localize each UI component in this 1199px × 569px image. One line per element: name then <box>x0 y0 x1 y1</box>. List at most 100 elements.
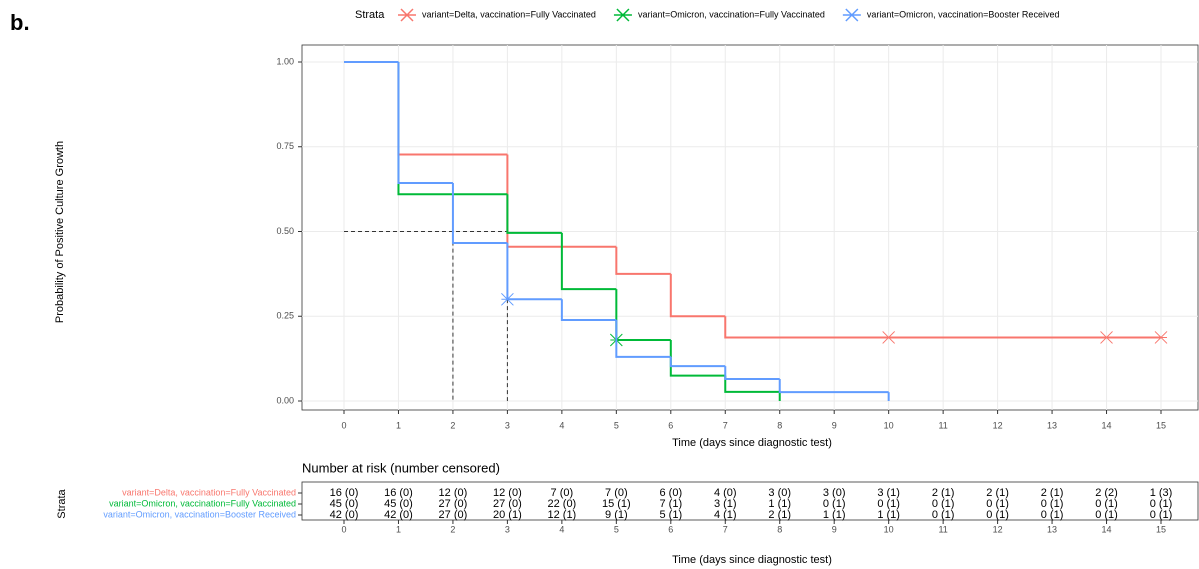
y-tick-label: 0.25 <box>276 311 294 321</box>
x-tick-label: 12 <box>993 420 1003 430</box>
x-tick-label: 6 <box>668 420 673 430</box>
table-x-tick-label: 10 <box>884 524 894 534</box>
risk-cell: 7 (0) <box>551 487 574 499</box>
risk-cell: 1 (1) <box>768 498 791 510</box>
step-segment <box>506 243 562 301</box>
risk-cell: 0 (1) <box>823 498 846 510</box>
risk-table-ylabel: Strata <box>56 488 68 518</box>
table-x-tick-label: 3 <box>505 524 510 534</box>
risk-table-xlabel: Time (days since diagnostic test) <box>672 554 832 566</box>
table-x-tick-label: 7 <box>723 524 728 534</box>
risk-cell: 42 (0) <box>384 509 413 521</box>
step-segment <box>615 246 671 275</box>
risk-cell: 0 (1) <box>877 498 900 510</box>
y-tick-label: 0.50 <box>276 226 294 236</box>
x-tick-label: 10 <box>884 420 894 430</box>
risk-cell: 1 (1) <box>877 509 900 521</box>
censor-mark <box>501 292 514 306</box>
step-segment <box>669 356 726 368</box>
risk-cell: 3 (1) <box>714 498 737 510</box>
risk-cell: 45 (0) <box>330 498 359 510</box>
risk-cell: 2 (1) <box>932 487 955 499</box>
legend-key <box>398 8 416 22</box>
step-segment <box>560 232 617 291</box>
risk-cell: 15 (1) <box>602 498 631 510</box>
risk-cell: 7 (0) <box>605 487 628 499</box>
risk-cell: 9 (1) <box>605 509 628 521</box>
x-tick-label: 4 <box>559 420 564 430</box>
risk-cell: 2 (1) <box>1041 487 1064 499</box>
table-x-tick-label: 2 <box>450 524 455 534</box>
table-x-tick-label: 12 <box>993 524 1003 534</box>
risk-cell: 16 (0) <box>330 487 359 499</box>
x-tick-label: 1 <box>396 420 401 430</box>
table-x-tick-label: 15 <box>1156 524 1166 534</box>
risk-cell: 3 (0) <box>768 487 791 499</box>
y-tick-label: 0.75 <box>276 141 294 151</box>
censor-mark <box>882 331 896 344</box>
risk-cell: 0 (1) <box>932 498 955 510</box>
x-tick-label: 7 <box>723 420 728 430</box>
risk-cell: 0 (1) <box>932 509 955 521</box>
table-row-label: variant=Delta, vaccination=Fully Vaccina… <box>122 487 296 497</box>
risk-cell: 12 (0) <box>493 487 522 499</box>
step-segment <box>451 183 508 245</box>
risk-cell: 0 (1) <box>986 498 1009 510</box>
risk-cell: 2 (1) <box>986 487 1009 499</box>
risk-cell: 1 (1) <box>823 509 846 521</box>
risk-cell: 1 (3) <box>1150 487 1173 499</box>
risk-cell: 3 (0) <box>823 487 846 499</box>
table-row-label: variant=Omicron, vaccination=Booster Rec… <box>103 509 296 519</box>
legend-label: variant=Omicron, vaccination=Booster Rec… <box>867 9 1060 19</box>
risk-cell: 4 (1) <box>714 509 737 521</box>
risk-cell: 0 (1) <box>1041 498 1064 510</box>
risk-cell: 0 (1) <box>1150 509 1173 521</box>
risk-cell: 6 (0) <box>659 487 682 499</box>
step-segment <box>506 194 562 234</box>
table-x-tick-label: 6 <box>668 524 673 534</box>
risk-cell: 27 (0) <box>439 498 468 510</box>
risk-cell: 27 (0) <box>493 498 522 510</box>
table-x-tick-label: 4 <box>559 524 564 534</box>
y-axis-label: Probability of Positive Culture Growth <box>54 141 66 323</box>
legend-title: Strata <box>355 9 385 21</box>
step-segment <box>615 289 671 341</box>
x-tick-label: 14 <box>1102 420 1112 430</box>
step-segment <box>724 316 1161 339</box>
risk-cell: 12 (0) <box>439 487 468 499</box>
risk-cell: 0 (1) <box>1150 498 1173 510</box>
panel-label: b. <box>10 10 30 35</box>
x-tick-label: 5 <box>614 420 619 430</box>
x-tick-label: 2 <box>450 420 455 430</box>
legend-label: variant=Delta, vaccination=Fully Vaccina… <box>422 9 596 19</box>
risk-table-title: Number at risk (number censored) <box>302 460 500 475</box>
table-row-label: variant=Omicron, vaccination=Fully Vacci… <box>109 498 296 508</box>
step-segment <box>724 375 780 393</box>
table-x-tick-label: 14 <box>1102 524 1112 534</box>
table-x-tick-label: 13 <box>1047 524 1057 534</box>
step-segment <box>724 366 780 380</box>
table-x-tick-label: 8 <box>777 524 782 534</box>
risk-cell: 5 (1) <box>659 509 682 521</box>
risk-cell: 12 (1) <box>547 509 576 521</box>
y-tick-label: 0.00 <box>276 395 294 405</box>
risk-cell: 0 (1) <box>986 509 1009 521</box>
table-x-tick-label: 9 <box>832 524 837 534</box>
x-axis-label: Time (days since diagnostic test) <box>672 437 832 449</box>
risk-cell: 20 (1) <box>493 509 522 521</box>
risk-cell: 16 (0) <box>384 487 413 499</box>
legend-key <box>842 8 861 22</box>
risk-cell: 4 (0) <box>714 487 737 499</box>
x-tick-label: 8 <box>777 420 782 430</box>
risk-cell: 2 (1) <box>768 509 791 521</box>
risk-cell: 3 (1) <box>877 487 900 499</box>
step-segment <box>615 319 671 358</box>
risk-cell: 0 (1) <box>1095 509 1118 521</box>
x-tick-label: 9 <box>832 420 837 430</box>
risk-cell: 2 (2) <box>1095 487 1118 499</box>
x-tick-label: 3 <box>505 420 510 430</box>
table-x-tick-label: 0 <box>341 524 346 534</box>
plot-panel <box>301 44 1199 411</box>
table-panel <box>301 481 1199 521</box>
